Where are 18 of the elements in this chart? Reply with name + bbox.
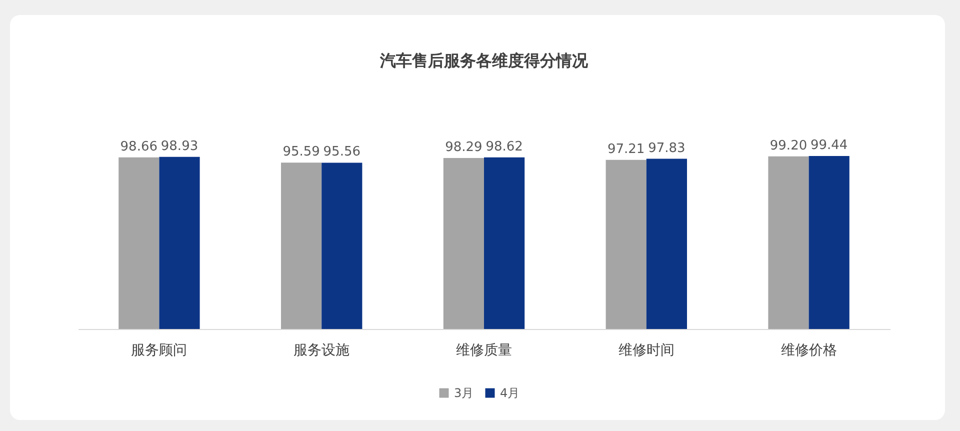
data-label: 98.62 [486,139,523,154]
legend-label: 4月 [500,386,520,400]
data-label: 97.21 [607,142,645,157]
x-tick-label: 维修质量 [456,342,512,358]
legend-label: 3月 [454,386,474,400]
data-label: 98.66 [120,139,158,154]
chart-title: 汽车售后服务各维度得分情况 [379,50,589,70]
data-label: 98.29 [445,140,482,155]
x-tick-label: 维修价格 [780,342,837,358]
data-label: 97.83 [648,140,686,156]
data-label: 99.20 [770,138,808,154]
x-tick-label: 服务顾问 [131,342,188,358]
data-label: 95.59 [282,144,320,160]
data-label: 95.56 [323,144,361,160]
x-tick-label: 服务设施 [294,342,350,358]
data-label: 99.44 [810,138,848,153]
x-tick-label: 维修时间 [618,342,674,358]
data-label: 98.93 [160,138,198,154]
